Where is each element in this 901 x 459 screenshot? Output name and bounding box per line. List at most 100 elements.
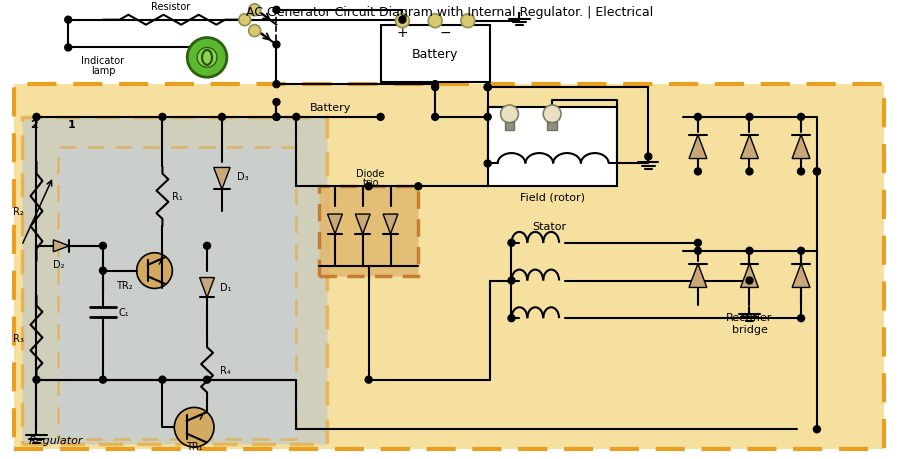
Circle shape <box>695 248 701 255</box>
Text: Rectifier
bridge: Rectifier bridge <box>726 313 773 334</box>
Polygon shape <box>200 278 214 298</box>
Circle shape <box>645 154 651 161</box>
Circle shape <box>33 114 40 121</box>
Text: Stator: Stator <box>532 222 566 231</box>
Circle shape <box>99 243 106 250</box>
Circle shape <box>137 253 172 289</box>
Circle shape <box>461 15 475 28</box>
Circle shape <box>187 39 227 78</box>
Text: trio: trio <box>362 178 379 188</box>
Circle shape <box>293 114 300 121</box>
FancyBboxPatch shape <box>59 147 296 439</box>
Polygon shape <box>741 264 759 288</box>
Text: R₂: R₂ <box>13 207 23 217</box>
Text: TR₂: TR₂ <box>116 281 132 291</box>
FancyBboxPatch shape <box>14 85 885 449</box>
FancyBboxPatch shape <box>487 108 616 187</box>
Circle shape <box>746 168 753 175</box>
Circle shape <box>484 114 491 121</box>
Circle shape <box>159 114 166 121</box>
FancyBboxPatch shape <box>547 123 557 130</box>
Circle shape <box>65 45 72 52</box>
Polygon shape <box>741 135 759 159</box>
Circle shape <box>414 184 422 190</box>
FancyBboxPatch shape <box>319 187 418 276</box>
Circle shape <box>814 168 821 175</box>
Circle shape <box>399 17 405 24</box>
Circle shape <box>543 106 561 123</box>
Circle shape <box>746 277 753 285</box>
Circle shape <box>204 376 211 383</box>
Polygon shape <box>689 264 707 288</box>
Circle shape <box>378 114 384 121</box>
Text: R₄: R₄ <box>220 365 231 375</box>
FancyBboxPatch shape <box>22 118 327 444</box>
Polygon shape <box>214 168 230 190</box>
Polygon shape <box>792 135 810 159</box>
Text: D₁: D₁ <box>220 283 232 293</box>
Circle shape <box>484 84 491 91</box>
Circle shape <box>746 114 753 121</box>
Circle shape <box>249 5 260 17</box>
Circle shape <box>432 82 439 89</box>
Text: Battery: Battery <box>310 103 351 113</box>
Circle shape <box>428 15 442 28</box>
Circle shape <box>814 426 821 433</box>
Circle shape <box>273 42 280 49</box>
Circle shape <box>365 376 372 383</box>
Circle shape <box>508 315 515 322</box>
Polygon shape <box>792 264 810 288</box>
Circle shape <box>797 114 805 121</box>
Text: Regulator: Regulator <box>29 435 83 445</box>
Text: lamp: lamp <box>91 66 115 76</box>
Text: TR₁: TR₁ <box>186 441 203 451</box>
Text: Field (rotor): Field (rotor) <box>520 192 585 202</box>
Polygon shape <box>328 215 342 235</box>
Circle shape <box>432 114 439 121</box>
Circle shape <box>99 268 106 274</box>
Text: R₁: R₁ <box>172 192 183 202</box>
Circle shape <box>501 106 518 123</box>
Circle shape <box>273 114 280 121</box>
Text: 2: 2 <box>30 119 37 129</box>
Circle shape <box>746 248 753 255</box>
Circle shape <box>239 15 250 27</box>
Polygon shape <box>689 135 707 159</box>
Circle shape <box>33 376 40 383</box>
Circle shape <box>797 315 805 322</box>
Circle shape <box>99 376 106 383</box>
Circle shape <box>65 17 72 24</box>
Circle shape <box>204 243 211 250</box>
Circle shape <box>396 15 409 28</box>
Circle shape <box>814 168 821 175</box>
Text: D₂: D₂ <box>52 259 64 269</box>
Circle shape <box>273 99 280 106</box>
Circle shape <box>197 48 217 68</box>
Circle shape <box>508 277 515 285</box>
Text: C₁: C₁ <box>119 308 130 318</box>
Circle shape <box>273 7 280 14</box>
Circle shape <box>218 114 225 121</box>
Circle shape <box>508 240 515 247</box>
Circle shape <box>249 26 260 38</box>
Circle shape <box>174 408 214 447</box>
Text: 1: 1 <box>68 119 75 129</box>
Circle shape <box>695 240 701 247</box>
FancyBboxPatch shape <box>380 26 489 83</box>
Circle shape <box>695 168 701 175</box>
Circle shape <box>484 84 491 91</box>
Text: D₃: D₃ <box>237 172 249 182</box>
Text: R₃: R₃ <box>13 333 23 343</box>
Text: +: + <box>396 26 408 39</box>
Circle shape <box>273 114 280 121</box>
FancyBboxPatch shape <box>505 123 514 130</box>
Text: Indicator: Indicator <box>81 56 124 66</box>
Text: Resistor: Resistor <box>150 2 190 12</box>
Text: Battery: Battery <box>412 48 459 61</box>
Circle shape <box>695 114 701 121</box>
Circle shape <box>365 184 372 190</box>
Circle shape <box>273 82 280 89</box>
Polygon shape <box>53 241 69 252</box>
Circle shape <box>484 161 491 168</box>
Circle shape <box>159 376 166 383</box>
